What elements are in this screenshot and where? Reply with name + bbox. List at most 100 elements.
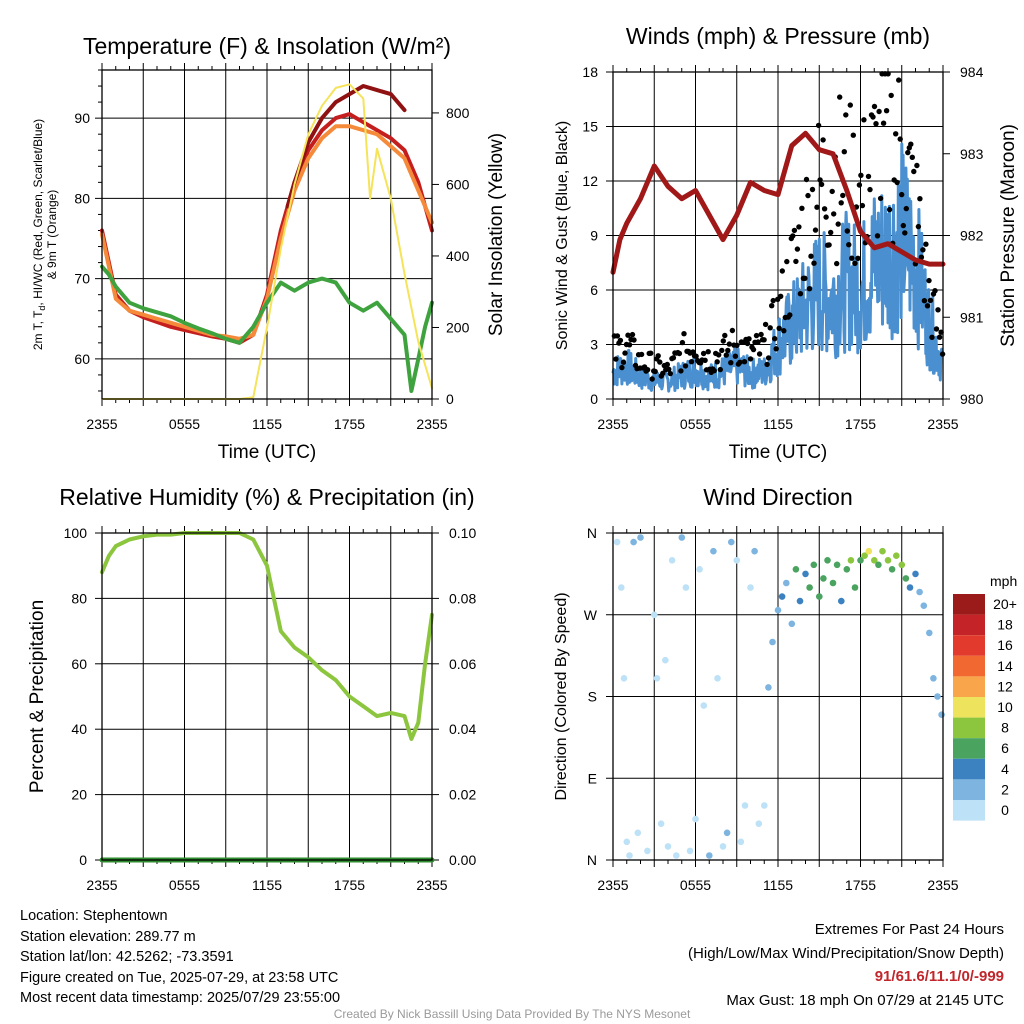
gust-point — [918, 254, 925, 260]
direction-point — [783, 579, 790, 587]
gust-point — [844, 228, 850, 234]
gust-point — [914, 162, 920, 169]
direction-point — [920, 602, 928, 609]
direction-point — [879, 547, 886, 555]
gust-point — [728, 360, 734, 366]
legend-label: 20+ — [993, 596, 1017, 612]
gust-point — [877, 195, 884, 202]
legend-label: 4 — [1001, 761, 1009, 777]
direction-point — [934, 693, 941, 700]
gust-point — [809, 186, 816, 193]
gust-point — [817, 177, 823, 183]
y-tick-label: 6 — [590, 282, 598, 298]
direction-point — [816, 593, 823, 600]
gust-point — [614, 333, 621, 339]
y-axis-label: Sonic Wind & Gust (Blue, Black) — [554, 121, 571, 350]
gust-point — [790, 233, 796, 239]
direction-point — [930, 675, 937, 682]
direction-point — [733, 557, 741, 564]
y2-axis-label: Solar Insolation (Yellow) — [486, 133, 507, 336]
x-tick-label: 1755 — [845, 416, 876, 432]
location-text: Location: Stephentown — [20, 908, 168, 924]
gust-point — [638, 351, 645, 358]
plot-frame — [612, 71, 944, 400]
gust-point — [886, 206, 893, 213]
x-tick-label: 1755 — [845, 877, 876, 893]
y-axis-label-part: & 9m T (Orange) — [45, 190, 59, 280]
gust-point — [772, 336, 778, 342]
gust-point — [625, 332, 631, 338]
y2-tick-label: 984 — [960, 64, 984, 80]
direction-point — [657, 820, 665, 827]
gust-point — [755, 339, 761, 345]
gust-point — [617, 337, 624, 344]
gust-point — [921, 298, 928, 304]
direction-point — [765, 684, 772, 691]
direction-point — [898, 561, 906, 569]
x-tick-label: 1155 — [252, 877, 282, 893]
gust-point — [778, 293, 784, 299]
gust-point — [900, 222, 906, 229]
x-tick-label: 1755 — [334, 877, 365, 893]
x-axis-label: Time (UTC) — [218, 442, 317, 463]
gust-point — [838, 200, 844, 206]
direction-point — [686, 847, 694, 855]
legend-swatch — [953, 717, 985, 739]
gust-point — [837, 94, 843, 100]
x-tick-label: 2355 — [927, 416, 958, 432]
legend-swatch — [953, 614, 985, 636]
y2-tick-label: 0.04 — [449, 721, 476, 737]
gust-point — [846, 242, 852, 248]
y-tick-label: 60 — [71, 656, 87, 672]
direction-point — [847, 557, 855, 564]
gust-point — [874, 233, 881, 239]
gust-point — [858, 172, 864, 178]
gust-point — [711, 368, 717, 374]
gust-point — [870, 114, 876, 120]
gust-point — [620, 359, 627, 365]
y-tick-label: 15 — [582, 119, 598, 135]
direction-point — [700, 702, 708, 709]
direction-point — [723, 829, 731, 837]
y2-tick-label: 200 — [446, 319, 470, 335]
direction-point — [833, 561, 841, 569]
gust-point — [750, 346, 757, 353]
y2-tick-label: 983 — [960, 146, 984, 162]
direction-point — [664, 843, 672, 850]
direction-point — [861, 552, 868, 559]
x-tick-label: 1155 — [252, 416, 282, 432]
gust-point — [840, 192, 846, 199]
gust-point — [652, 368, 658, 375]
gust-point — [873, 121, 879, 127]
gust-point — [861, 117, 867, 123]
y-tick-label: 9 — [590, 228, 598, 244]
gust-point — [769, 303, 775, 309]
gust-point — [823, 214, 829, 220]
extremes-legend: (High/Low/Max Wind/Precipitation/Snow De… — [688, 944, 1004, 962]
gust-point — [850, 132, 856, 138]
gust-point — [737, 359, 743, 365]
y-tick-label: 3 — [590, 337, 598, 353]
y-axis-label: 2m T, Td, HI/WC (Red, Green, Scarlet/Blu… — [31, 119, 59, 350]
gust-point — [896, 77, 902, 83]
legend-swatch — [953, 697, 985, 718]
y2-tick-label: 981 — [960, 309, 984, 325]
chart-winds: Winds (mph) & Pressure (mb) 2355 0555 1155 1… — [554, 23, 1019, 463]
direction-point — [857, 557, 864, 564]
gust-point — [648, 350, 654, 356]
direction-point — [714, 675, 721, 682]
direction-point — [916, 588, 923, 596]
gust-point — [859, 202, 866, 209]
direction-point — [902, 575, 910, 582]
gust-point — [902, 230, 908, 236]
gust-point — [932, 288, 938, 294]
gust-point — [666, 366, 672, 372]
chart-title: Temperature (F) & Insolation (W/m²) — [83, 33, 451, 59]
gust-point — [847, 102, 853, 108]
gust-point — [936, 334, 943, 340]
legend-swatch — [953, 758, 985, 780]
y2-tick-label: 982 — [960, 228, 984, 244]
y-tick-label: 90 — [74, 110, 90, 126]
gust-point — [714, 359, 720, 365]
y2-axis-label: Station Pressure (Maroon) — [998, 124, 1019, 347]
